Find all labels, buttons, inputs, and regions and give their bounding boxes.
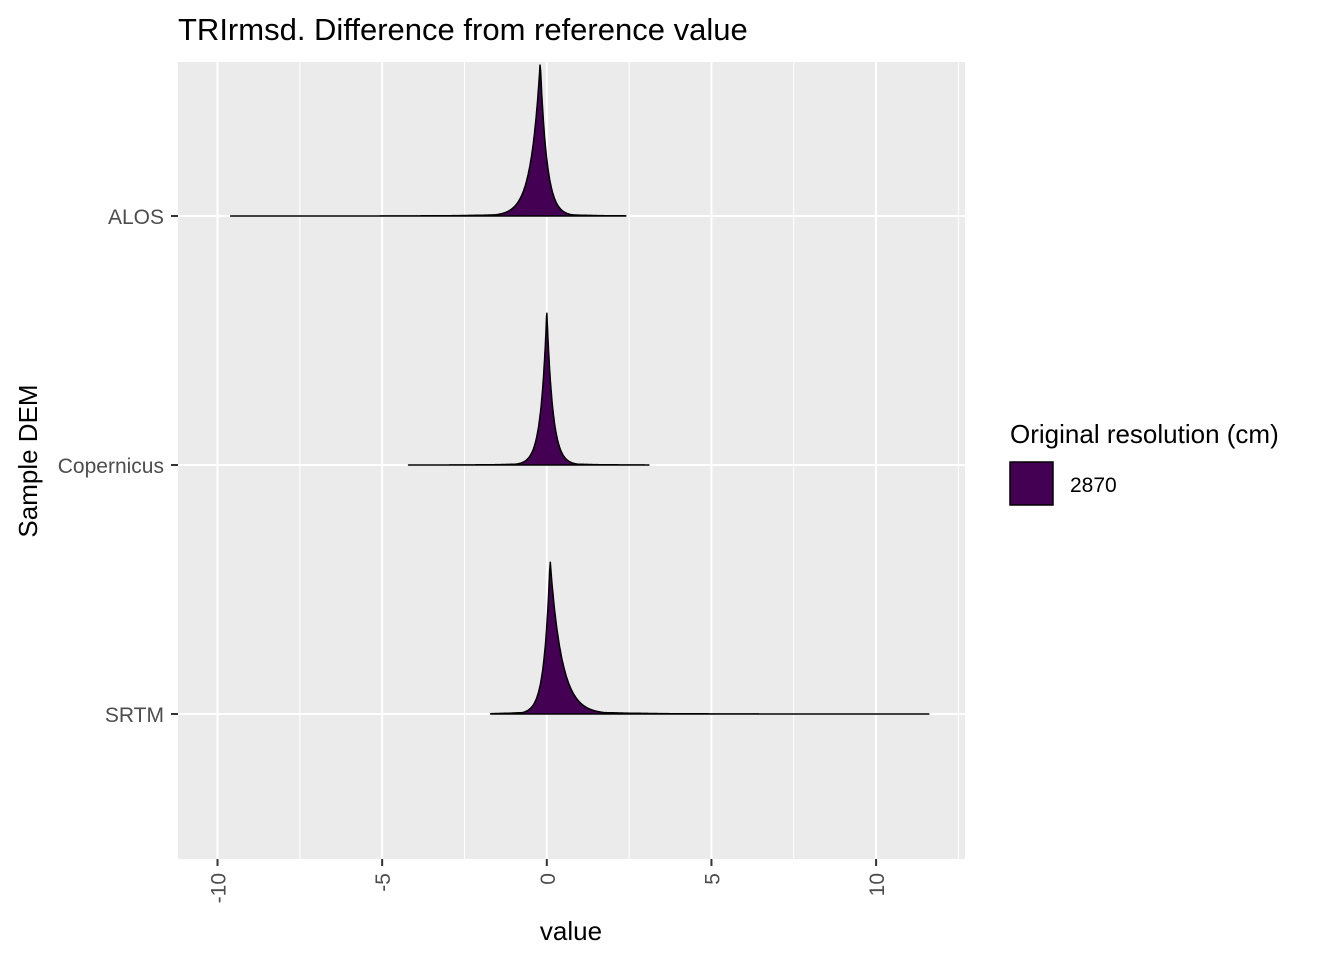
x-tick-label: -10 (208, 873, 231, 903)
y-tick-label: Copernicus (58, 455, 164, 478)
ridge-copernicus (407, 312, 650, 466)
ridge-srtm (490, 561, 930, 715)
y-axis: ALOS Copernicus SRTM (58, 206, 178, 727)
x-tick-label: -5 (372, 873, 395, 892)
x-tick-label: 0 (537, 873, 560, 885)
y-axis-title: Sample DEM (13, 384, 43, 537)
x-tick-label: 5 (701, 873, 724, 885)
x-axis: -10 -5 0 5 10 (208, 859, 889, 903)
legend-swatch (1009, 461, 1054, 506)
density-ridges (229, 64, 930, 715)
plot-panel (178, 62, 965, 859)
minor-gridlines (299, 62, 959, 859)
ridge-alos (229, 64, 627, 217)
y-tick-label: SRTM (105, 704, 164, 727)
y-tick-label: ALOS (108, 206, 164, 229)
legend-label: 2870 (1070, 474, 1117, 497)
chart-title: TRIrmsd. Difference from reference value (178, 12, 748, 47)
legend-title: Original resolution (cm) (1010, 419, 1279, 449)
x-axis-title: value (540, 916, 602, 946)
legend: Original resolution (cm) 2870 (1009, 419, 1279, 506)
x-tick-label: 10 (866, 873, 889, 896)
